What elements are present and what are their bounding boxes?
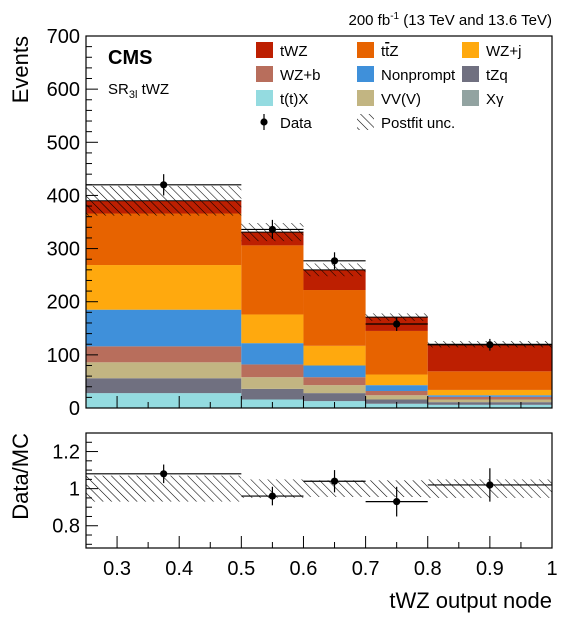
x-tick-label-0-6: 0.6 (290, 558, 318, 580)
bar-nonprompt-bin-2 (241, 343, 304, 365)
bar-vv-v-bin-1 (86, 362, 242, 379)
legend-label-x: Xγ (486, 91, 504, 108)
y-tick-label-400: 400 (47, 185, 80, 207)
x-tick-label-0-4: 0.4 (165, 558, 193, 580)
x-tick-label-0-8: 0.8 (414, 558, 442, 580)
ratio-point-5 (486, 481, 494, 489)
data-point-2 (268, 225, 276, 234)
legend-label-t-t-x: t(t)X (280, 91, 308, 108)
bar-wz-j-bin-4 (365, 374, 428, 386)
main-y-axis: 0 100 200 300 400 500 600 700 (47, 26, 98, 420)
y-tick-label-100: 100 (47, 345, 80, 367)
ratio-y-axis: 0.8 1 1.2 (52, 432, 98, 545)
legend-swatch-ttz (357, 42, 374, 58)
legend-label-vv-v: VV(V) (381, 91, 421, 108)
bar-ttz-bin-2 (241, 245, 304, 315)
legend-label-nonprompt: Nonprompt (381, 67, 456, 84)
ratio-uncertainty-band (86, 475, 552, 502)
x-tick-label-0-9: 0.9 (476, 558, 504, 580)
bar-wz-j-bin-3 (303, 345, 366, 366)
region-label: SR3l tWZ (108, 81, 169, 101)
bar-nonprompt-bin-1 (86, 309, 242, 347)
bar-ttz-bin-4 (365, 330, 428, 375)
legend-swatch-tzq (462, 66, 479, 82)
legend-swatch-t-t-x (256, 90, 273, 106)
legend-label-wz-b: WZ+b (280, 67, 320, 84)
bar-wz-b-bin-1 (86, 346, 242, 363)
x-axis: 0.3 0.4 0.5 0.6 0.7 0.8 0.9 1 (85, 536, 558, 580)
bar-tzq-bin-2 (241, 388, 304, 400)
experiment-label: CMS (108, 47, 152, 69)
bar-tzq-bin-3 (303, 393, 366, 402)
data-points (86, 174, 552, 351)
main-y-axis-title: Events (8, 36, 33, 103)
legend-label-twz: tWZ (280, 43, 308, 60)
legend-swatch-postfit-unc (357, 114, 374, 130)
lumi-label: 200 fb-1 (13 TeV and 13.6 TeV) (348, 11, 552, 29)
x-tick-label-0-5: 0.5 (227, 558, 255, 580)
data-point-5 (486, 341, 494, 349)
bar-ttz-bin-1 (86, 213, 242, 266)
bar-wz-b-bin-3 (303, 377, 366, 386)
ratio-point-4 (393, 498, 401, 506)
legend-swatch-twz (256, 42, 273, 58)
bar-wz-b-bin-4 (365, 390, 428, 396)
legend-swatch-x (462, 90, 479, 106)
legend-label-data: Data (280, 115, 312, 132)
main-x-ticks (85, 396, 553, 408)
ratio-y-tick-label-1: 1 (69, 479, 80, 501)
legend-data-marker (260, 118, 268, 126)
legend-swatch-wz-j (462, 42, 479, 58)
bar-wz-j-bin-2 (241, 314, 304, 344)
main-plot-frame (85, 35, 553, 409)
data-point-3 (330, 257, 339, 265)
ratio-point-1 (160, 470, 168, 478)
y-tick-label-0: 0 (69, 398, 80, 420)
x-tick-label-1: 1 (546, 558, 557, 580)
data-point-4 (393, 320, 401, 328)
bar-vv-v-bin-4 (365, 395, 428, 400)
bar-nonprompt-bin-3 (303, 365, 366, 378)
bar-ttz-bin-5 (427, 371, 552, 390)
ratio-y-tick-label-0-8: 0.8 (52, 516, 80, 538)
bar-wz-j-bin-5 (427, 389, 552, 396)
x-tick-label-0-3: 0.3 (103, 558, 131, 580)
ratio-point-2 (268, 492, 276, 500)
bar-tzq-bin-1 (86, 378, 242, 394)
x-axis-title: tWZ output node (389, 588, 552, 613)
bar-wz-b-bin-2 (241, 364, 304, 378)
legend-label-ttz: ttZ (381, 43, 399, 60)
ratio-y-axis-title: Data/MC (8, 433, 33, 520)
y-tick-label-300: 300 (47, 239, 80, 261)
x-tick-label-0-7: 0.7 (352, 558, 380, 580)
legend-swatch-wz-b (256, 66, 273, 82)
ratio-plot-panel: 0.8 1 1.2 0.3 0.4 0.5 0.6 0.7 0.8 0.9 1 Data/MC t… (8, 432, 558, 613)
bar-wz-j-bin-1 (86, 265, 242, 310)
legend-label-wz-j: WZ+j (486, 43, 521, 60)
y-tick-label-500: 500 (47, 132, 80, 154)
legend-swatch-vv-v (357, 90, 374, 106)
bar-t-t-x-bin-1 (86, 393, 242, 408)
legend: tWZ ttZ WZ+j WZ+b Nonprompt tZq t(t)X VV(V) Xγ Da… (256, 42, 521, 132)
ratio-point-3 (330, 477, 339, 485)
legend-label-postfit-unc: Postfit unc. (381, 115, 455, 132)
bar-tzq-bin-4 (365, 399, 428, 404)
y-tick-label-200: 200 (47, 292, 80, 314)
legend-label-tzq: tZq (486, 67, 508, 84)
bar-nonprompt-bin-4 (365, 385, 428, 391)
y-tick-label-700: 700 (47, 26, 80, 48)
y-tick-label-600: 600 (47, 79, 80, 101)
unc-band-bin-3 (303, 263, 366, 277)
ratio-y-tick-label-1-2: 1.2 (52, 442, 80, 464)
bar-vv-v-bin-2 (241, 377, 304, 389)
bar-ttz-bin-3 (303, 290, 366, 346)
ratio-plot-frame (85, 432, 553, 549)
data-point-1 (160, 181, 168, 189)
stack-bars (86, 200, 552, 408)
ratio-points (86, 464, 552, 517)
main-plot-panel: 0 100 200 300 400 500 600 700 Events CMS SR3l t… (8, 26, 553, 420)
bar-vv-v-bin-3 (303, 385, 366, 394)
legend-swatch-nonprompt (357, 66, 374, 82)
